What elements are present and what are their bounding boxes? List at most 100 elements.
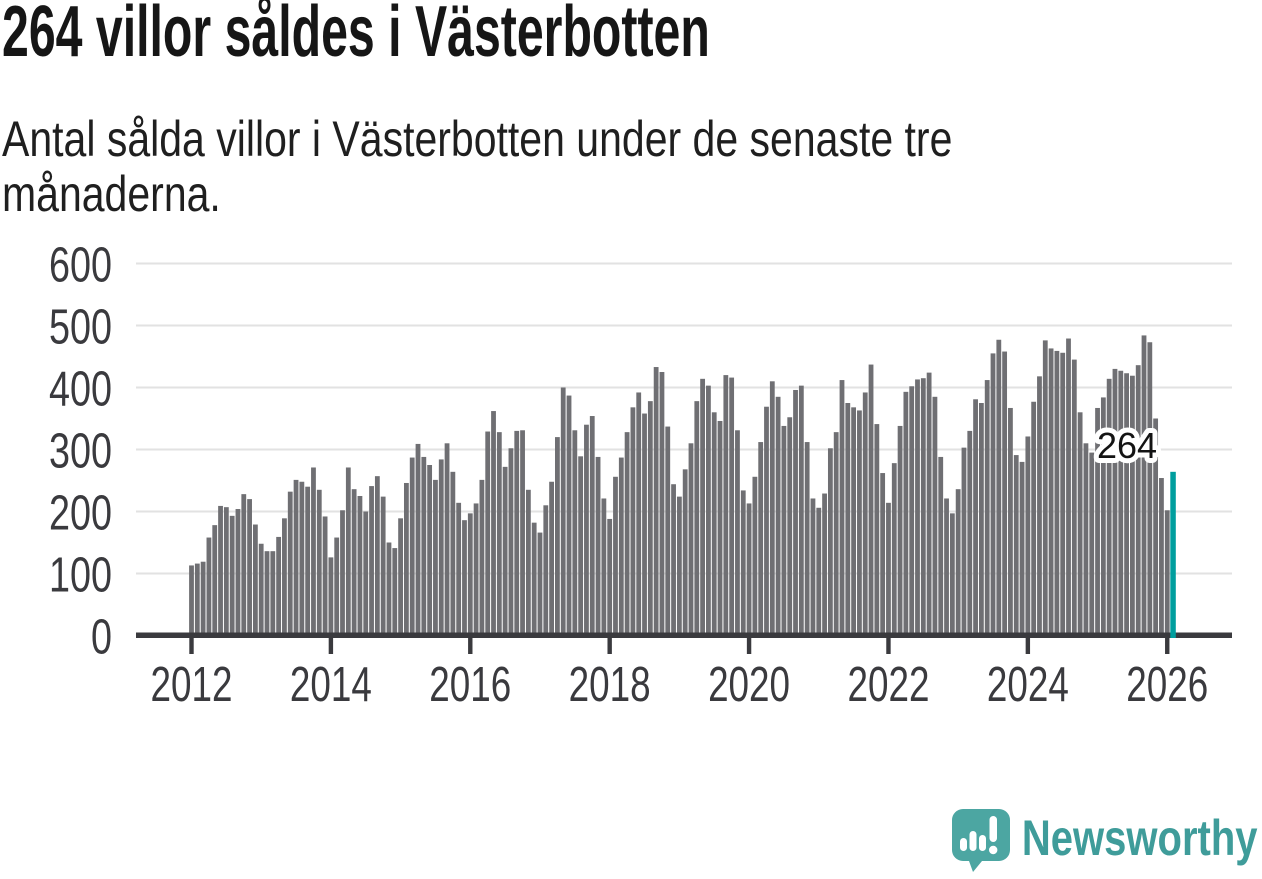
bar <box>647 401 653 636</box>
bar <box>949 513 955 636</box>
bar <box>1159 478 1164 636</box>
bar <box>903 391 909 636</box>
bar <box>607 518 613 636</box>
bar <box>897 425 903 636</box>
bar <box>862 392 868 636</box>
bar <box>276 536 282 636</box>
bar <box>456 502 462 636</box>
x-axis-tick <box>1165 636 1170 654</box>
bar <box>566 395 572 636</box>
annotation-layer: 264 <box>1092 420 1162 471</box>
bar <box>909 386 915 636</box>
bar <box>252 524 258 636</box>
bar <box>1153 418 1159 636</box>
bar <box>1054 350 1060 636</box>
bar <box>932 396 938 636</box>
bar <box>891 463 897 636</box>
bar <box>218 505 223 636</box>
newsworthy-logo-icon <box>952 809 1010 872</box>
bar <box>845 403 851 636</box>
bar <box>241 494 247 636</box>
x-axis-tick-label: 2014 <box>290 658 372 712</box>
bar <box>1048 348 1054 636</box>
bar <box>1100 397 1106 636</box>
bar <box>973 399 978 636</box>
bar <box>555 437 560 636</box>
bar <box>1042 340 1048 636</box>
bar <box>984 380 990 636</box>
bar <box>833 432 839 636</box>
y-axis-tick-label: 600 <box>49 239 112 293</box>
bar <box>706 385 711 636</box>
bar <box>531 522 537 636</box>
bar <box>572 430 578 636</box>
logo-bar-2 <box>969 831 977 851</box>
bar <box>444 443 450 636</box>
bar <box>392 548 398 636</box>
highlight-value-label: 264 <box>1097 425 1157 466</box>
x-axis-tick-label: 2022 <box>847 658 929 712</box>
bar <box>711 412 717 636</box>
bar <box>316 489 322 636</box>
y-axis-tick-label: 100 <box>49 549 112 603</box>
bar <box>485 431 491 636</box>
bar <box>589 416 595 636</box>
bar <box>433 479 438 636</box>
bar <box>851 407 857 636</box>
bar <box>717 420 723 636</box>
bar <box>525 489 531 636</box>
bar <box>340 510 345 636</box>
bar <box>920 378 926 636</box>
bar <box>270 551 276 636</box>
y-axis-labels: 0 100 200 300 400 500 600 <box>49 239 112 665</box>
bar <box>473 503 479 636</box>
bar <box>578 456 584 636</box>
bar <box>671 484 676 636</box>
bar <box>961 447 967 636</box>
bar <box>636 392 642 636</box>
bar <box>293 479 299 636</box>
bar <box>926 372 932 636</box>
chart-subtitle: Antal sålda villor i Västerbotten under … <box>2 112 952 222</box>
bar <box>978 403 984 636</box>
highlight-layer <box>1170 471 1176 638</box>
bar <box>740 490 746 636</box>
bar <box>886 502 891 636</box>
bar <box>229 515 235 636</box>
bar <box>990 353 996 636</box>
bar <box>508 448 514 636</box>
bar <box>1106 378 1112 636</box>
bar <box>374 476 380 636</box>
bar <box>223 507 229 636</box>
bar <box>1071 359 1077 636</box>
bar <box>1129 375 1135 636</box>
bar <box>1118 370 1124 636</box>
x-axis-tick <box>189 636 194 654</box>
chart-subtitle-line2: månaderna. <box>2 166 221 222</box>
bar <box>1095 407 1100 636</box>
y-axis-tick-label: 400 <box>49 363 112 417</box>
bar <box>793 389 798 636</box>
bar <box>688 443 694 636</box>
bar <box>258 543 264 636</box>
bar <box>752 476 758 636</box>
bar <box>839 380 845 636</box>
logo-bar-3 <box>979 835 986 851</box>
x-axis-tick <box>1025 636 1031 654</box>
bar <box>1008 407 1013 636</box>
bar <box>537 532 543 636</box>
bar <box>496 432 502 636</box>
bar <box>386 542 392 636</box>
highlight-bar <box>1170 471 1176 638</box>
y-axis-tick-label: 200 <box>49 487 112 541</box>
bar <box>1083 443 1089 636</box>
bar <box>816 507 822 636</box>
bar <box>1066 338 1071 636</box>
bar <box>357 496 363 636</box>
brand-name: Newsworthy <box>1022 810 1258 866</box>
bar <box>282 518 287 636</box>
chart-subtitle-line1: Antal sålda villor i Västerbotten under … <box>2 111 953 167</box>
bar <box>955 489 961 636</box>
bar <box>769 381 775 636</box>
